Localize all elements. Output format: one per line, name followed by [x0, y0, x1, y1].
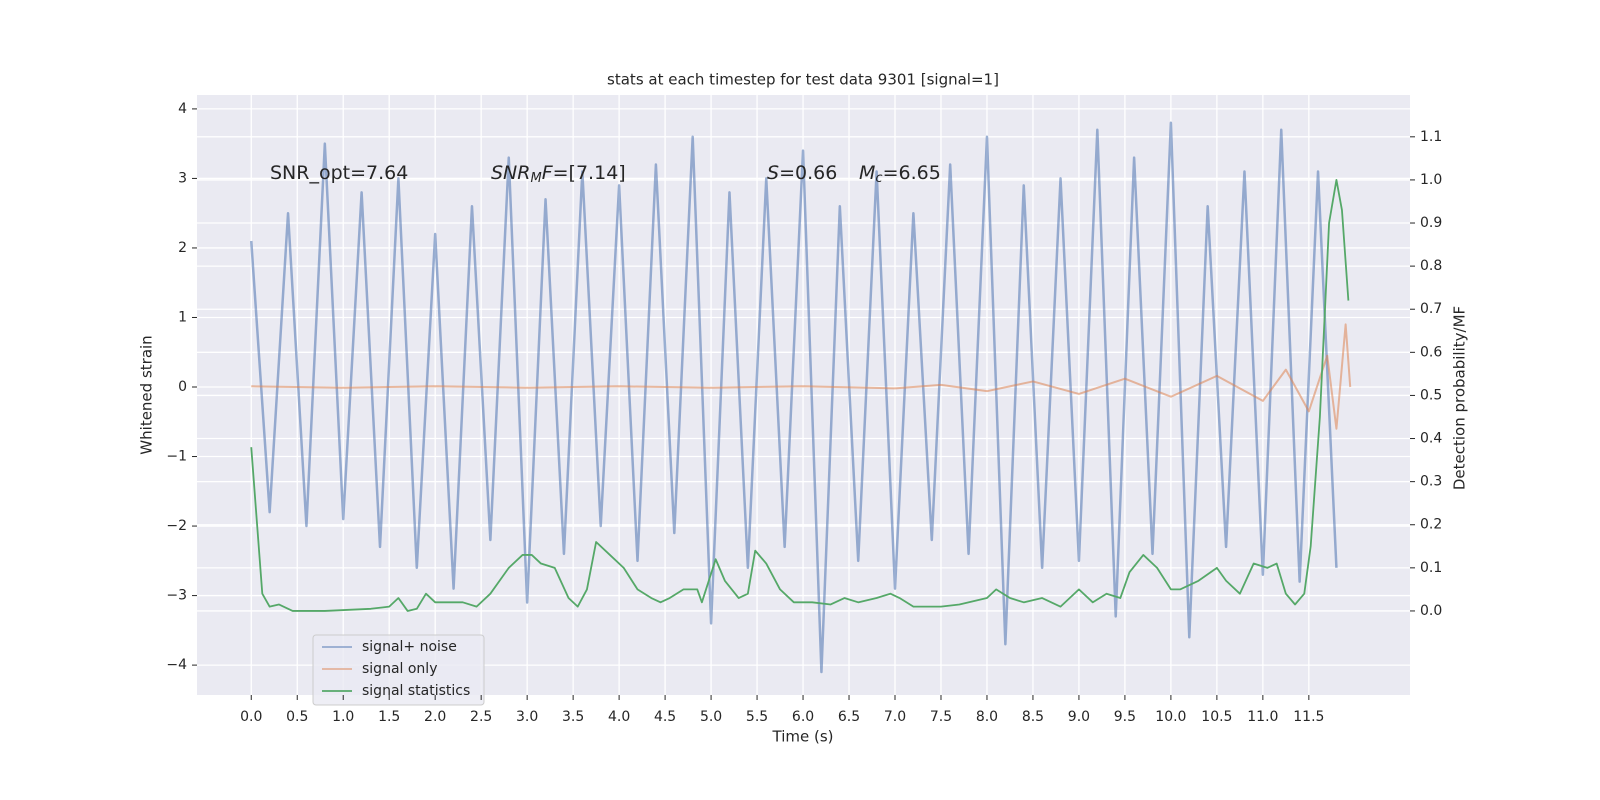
annotation-subscript: c — [875, 171, 882, 186]
x-tick-label: 3.5 — [562, 709, 584, 725]
series-line — [250, 179, 1350, 612]
x-tick-label: 5.5 — [746, 709, 768, 725]
x-tick-label: 9.0 — [1068, 709, 1090, 725]
series-line — [250, 121, 1338, 674]
annotation: S=0.66 — [767, 162, 837, 184]
legend-label: signal statistics — [362, 683, 470, 699]
annotation-subscript: M — [530, 171, 541, 186]
y2-tick-label: 0.1 — [1420, 560, 1442, 576]
x-tick-label: 8.0 — [976, 709, 998, 725]
y2-tick-label: 0.4 — [1420, 431, 1442, 447]
x-tick-label: 11.5 — [1293, 709, 1324, 725]
y2-tick-label: 0.6 — [1420, 344, 1442, 360]
annotation: SNRMF=[7.14] — [491, 162, 626, 186]
y2-tick-label: 0.0 — [1420, 603, 1442, 619]
x-tick-label: 0.5 — [286, 709, 308, 725]
x-tick-label: 2.5 — [470, 709, 492, 725]
y2-tick-label: 0.7 — [1420, 301, 1442, 317]
y-tick-label: 3 — [178, 170, 187, 186]
annotation-text: S — [767, 162, 779, 184]
annotation: Mc=6.65 — [859, 162, 941, 186]
x-tick-label: 3.0 — [516, 709, 538, 725]
y-tick-label: −3 — [166, 588, 187, 604]
x-tick-label: 4.5 — [654, 709, 676, 725]
y-tick-label: 4 — [178, 101, 187, 117]
legend: signal+ noise signal only signal statistic… — [312, 634, 485, 706]
x-tick-label: 6.5 — [838, 709, 860, 725]
x-tick-label: 1.0 — [332, 709, 354, 725]
annotation: SNR_opt=7.64 — [270, 162, 408, 184]
annotation-text: F — [542, 162, 554, 184]
annotation-text: M — [859, 162, 875, 184]
x-tick-label: 2.0 — [424, 709, 446, 725]
x-tick-label: 11.0 — [1247, 709, 1278, 725]
y2-tick-label: 1.1 — [1420, 129, 1442, 145]
marks — [250, 121, 1352, 674]
series-line — [251, 323, 1352, 430]
x-tick-label: 10.0 — [1155, 709, 1186, 725]
x-tick-label: 7.0 — [884, 709, 906, 725]
x-tick-label: 9.5 — [1114, 709, 1136, 725]
y2-tick-label: 0.9 — [1420, 215, 1442, 231]
x-tick-label: 5.0 — [700, 709, 722, 725]
x-tick-label: 6.0 — [792, 709, 814, 725]
y2-tick-label: 0.5 — [1420, 387, 1442, 403]
y-tick-label: −4 — [166, 657, 187, 673]
annotation-text: =[7.14] — [553, 162, 626, 184]
annotation-text: =0.66 — [779, 162, 837, 184]
x-tick-label: 1.5 — [378, 709, 400, 725]
y2-tick-label: 0.8 — [1420, 258, 1442, 274]
y-axis-label: Whitened strain — [138, 335, 156, 454]
legend-box — [312, 634, 485, 706]
x-tick-label: 4.0 — [608, 709, 630, 725]
y-tick-label: 0 — [178, 379, 187, 395]
annotation-text: =6.65 — [883, 162, 941, 184]
legend-label: signal only — [362, 661, 437, 677]
x-tick-label: 10.5 — [1201, 709, 1232, 725]
chart-title: stats at each timestep for test data 930… — [607, 71, 999, 89]
y-tick-label: −1 — [166, 449, 187, 465]
x-tick-label: 8.5 — [1022, 709, 1044, 725]
y-tick-label: −2 — [166, 518, 187, 534]
legend-label: signal+ noise — [362, 639, 457, 655]
annotation-text: SNR_opt=7.64 — [270, 162, 408, 184]
y-tick-label: 2 — [178, 240, 187, 256]
x-tick-label: 7.5 — [930, 709, 952, 725]
y2-axis-label: Detection probability/MF — [1451, 306, 1469, 490]
y2-tick-label: 1.0 — [1420, 172, 1442, 188]
y-tick-label: 1 — [178, 309, 187, 325]
y2-tick-label: 0.2 — [1420, 517, 1442, 533]
x-tick-label: 0.0 — [240, 709, 262, 725]
y2-tick-label: 0.3 — [1420, 474, 1442, 490]
x-axis-label: Time (s) — [772, 728, 834, 746]
annotation-text: SNR — [491, 162, 530, 184]
